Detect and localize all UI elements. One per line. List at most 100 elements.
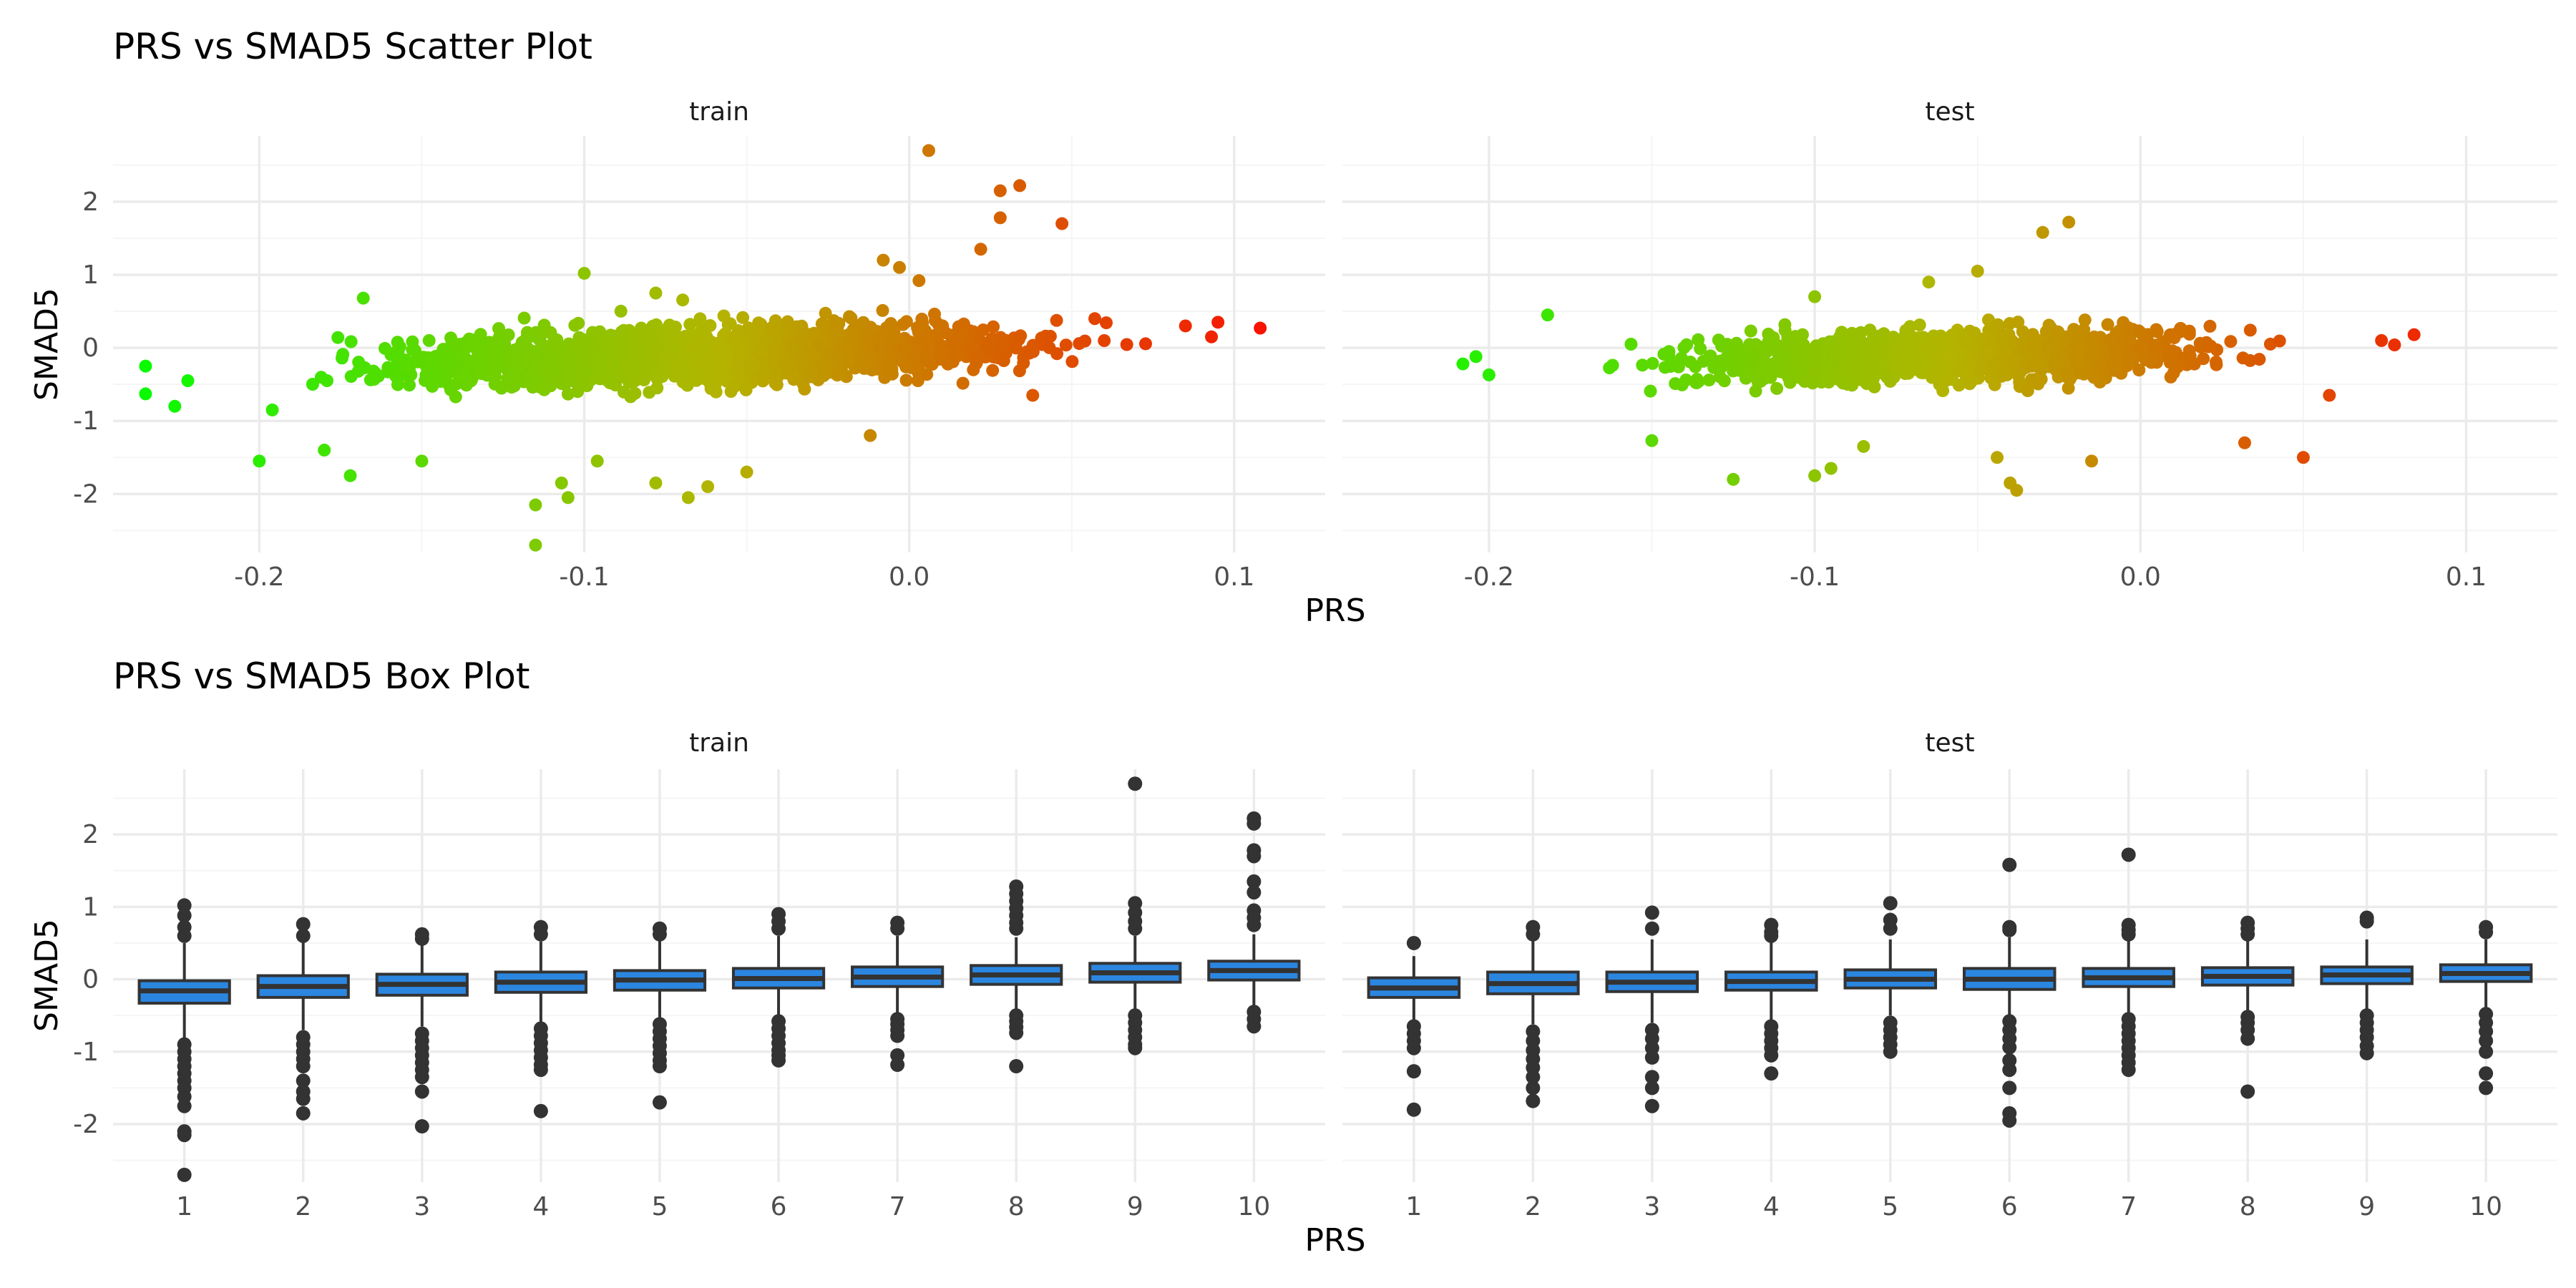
scatter-point — [543, 366, 557, 379]
scatter-point — [953, 332, 967, 346]
scatter-point — [1100, 316, 1113, 330]
scatter-point — [253, 454, 266, 468]
box-outlier — [2359, 1045, 2374, 1060]
scatter-point — [2011, 369, 2025, 383]
scatter-x-tick-label: -0.1 — [1790, 562, 1840, 592]
box-train-7 — [851, 915, 945, 1073]
scatter-point — [391, 336, 404, 349]
scatter-point — [636, 355, 650, 369]
box-outlier — [296, 928, 311, 943]
scatter-point — [724, 385, 738, 398]
scatter-point — [1704, 349, 1717, 363]
box-x-tick-label: 1 — [1405, 1192, 1422, 1221]
scatter-point — [820, 360, 834, 374]
scatter-point — [544, 379, 557, 393]
box-train-5 — [613, 921, 707, 1110]
box-outlier — [1644, 921, 1659, 936]
scatter-point — [446, 359, 459, 373]
scatter-point — [444, 383, 457, 396]
scatter-point — [1946, 346, 1960, 360]
scatter-point — [474, 328, 487, 341]
scatter-point — [1863, 323, 1877, 337]
box-test-4 — [1724, 917, 1818, 1081]
box-outlier — [177, 1128, 192, 1143]
box-outlier — [2121, 927, 2136, 942]
scatter-point — [306, 378, 319, 391]
box-outlier — [414, 1084, 429, 1099]
scatter-point — [2210, 358, 2223, 371]
scatter-point — [526, 348, 540, 361]
box-outlier — [1883, 896, 1898, 911]
scatter-point — [2323, 389, 2336, 402]
box-train-8 — [970, 879, 1063, 1074]
scatter-point — [2273, 334, 2286, 348]
box-y-axis-label: SMAD5 — [29, 919, 65, 1032]
box-outlier — [2002, 1113, 2017, 1128]
scatter-point — [1867, 359, 1880, 373]
box-train-9 — [1088, 776, 1182, 1055]
scatter-point — [899, 315, 913, 328]
box-outlier — [177, 1098, 192, 1113]
scatter-point — [2018, 346, 2031, 360]
box-outlier — [2121, 847, 2136, 862]
scatter-point — [1541, 308, 1554, 322]
scatter-point — [971, 351, 985, 364]
scatter-point — [623, 330, 637, 343]
scatter-point — [606, 351, 619, 364]
scatter-point — [1023, 346, 1036, 360]
scatter-point — [1702, 374, 1716, 387]
scatter-point — [873, 341, 887, 354]
scatter-point — [407, 343, 421, 356]
scatter-point — [649, 286, 663, 300]
box-x-tick-label: 6 — [771, 1192, 787, 1221]
scatter-panel-strip-train: train — [689, 97, 749, 127]
scatter-point — [1055, 217, 1069, 230]
box-x-tick-label: 1 — [176, 1192, 192, 1221]
scatter-point — [842, 329, 856, 343]
box-test-10 — [2439, 919, 2533, 1096]
box-outlier — [2479, 1033, 2494, 1048]
box-outlier — [2479, 1080, 2494, 1096]
scatter-point — [2148, 338, 2162, 352]
scatter-point — [2067, 351, 2081, 365]
scatter-point — [752, 316, 766, 330]
box-train-2 — [256, 917, 350, 1121]
scatter-point — [736, 311, 750, 324]
scatter-point — [1760, 338, 1774, 351]
scatter-point — [1778, 358, 1792, 371]
box-outlier — [1246, 1019, 1262, 1034]
scatter-point — [1940, 361, 1953, 375]
scatter-point — [997, 354, 1010, 367]
scatter-point — [686, 352, 700, 366]
scatter-point — [2121, 358, 2135, 372]
scatter-point — [655, 325, 669, 338]
scatter-point — [483, 353, 497, 366]
scatter-point — [1008, 339, 1021, 353]
scatter-point — [1946, 373, 1958, 386]
scatter-point — [680, 379, 694, 392]
scatter-point — [590, 454, 604, 468]
scatter-point — [411, 355, 425, 369]
scatter-point — [813, 338, 826, 351]
box-outlier — [533, 1063, 548, 1078]
scatter-point — [139, 387, 152, 401]
scatter-point — [688, 341, 701, 355]
scatter-point — [1847, 358, 1860, 372]
scatter-point — [2101, 318, 2114, 331]
box-test-8 — [2200, 915, 2295, 1099]
scatter-point — [2104, 333, 2117, 346]
box-x-tick-label: 10 — [2469, 1192, 2502, 1221]
scatter-x-tick-label: -0.1 — [559, 562, 609, 592]
scatter-point — [489, 370, 502, 384]
scatter-point — [1740, 350, 1753, 364]
scatter-point — [1624, 338, 1638, 351]
scatter-point — [521, 371, 535, 384]
box-outlier — [296, 1059, 311, 1074]
scatter-point — [2163, 356, 2177, 369]
box-x-tick-label: 4 — [1763, 1192, 1780, 1221]
box-x-tick-label: 2 — [1525, 1192, 1541, 1221]
scatter-point — [1936, 384, 1950, 397]
scatter-point — [1822, 365, 1835, 378]
box-outlier — [1128, 921, 1143, 936]
scatter-point — [2135, 341, 2148, 354]
